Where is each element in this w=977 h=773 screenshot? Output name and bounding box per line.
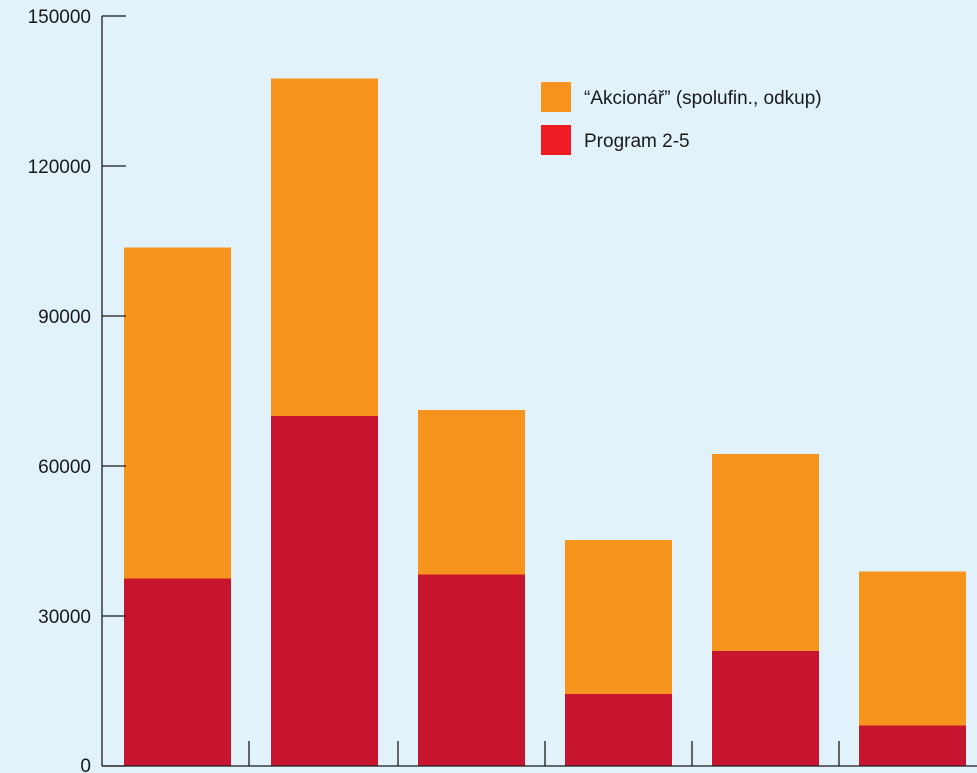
bar-akcionar-3	[418, 410, 525, 575]
bar-akcionar-5	[712, 454, 819, 651]
y-tick-label-0: 0	[80, 756, 91, 773]
bar-program-2-5-3	[418, 574, 525, 766]
bar-akcionar-6	[859, 571, 966, 726]
bar-akcionar-1	[124, 247, 231, 579]
y-tick-label-150000: 150000	[28, 7, 91, 28]
legend-label-akcionar: “Akcionář” (spolufin., odkup)	[584, 88, 822, 109]
legend: “Akcionář” (spolufin., odkup) Program 2-…	[541, 82, 822, 155]
y-tick-label-120000: 120000	[28, 157, 91, 178]
y-tick-label-60000: 60000	[38, 457, 91, 478]
bar-program-2-5-5	[712, 651, 819, 766]
bar-program-2-5-2	[271, 416, 378, 766]
legend-swatch-program	[541, 125, 571, 155]
y-tick-label-30000: 30000	[38, 607, 91, 628]
bars-group	[124, 78, 966, 766]
bar-akcionar-2	[271, 78, 378, 416]
axes-group: 0 30000 60000 90000 120000 150000	[28, 7, 977, 773]
bar-program-2-5-1	[124, 578, 231, 766]
bar-program-2-5-4	[565, 694, 672, 766]
bar-program-2-5-6	[859, 725, 966, 766]
legend-swatch-akcionar	[541, 82, 571, 112]
legend-label-program: Program 2-5	[584, 131, 690, 152]
bar-akcionar-4	[565, 540, 672, 694]
y-tick-label-90000: 90000	[38, 307, 91, 328]
